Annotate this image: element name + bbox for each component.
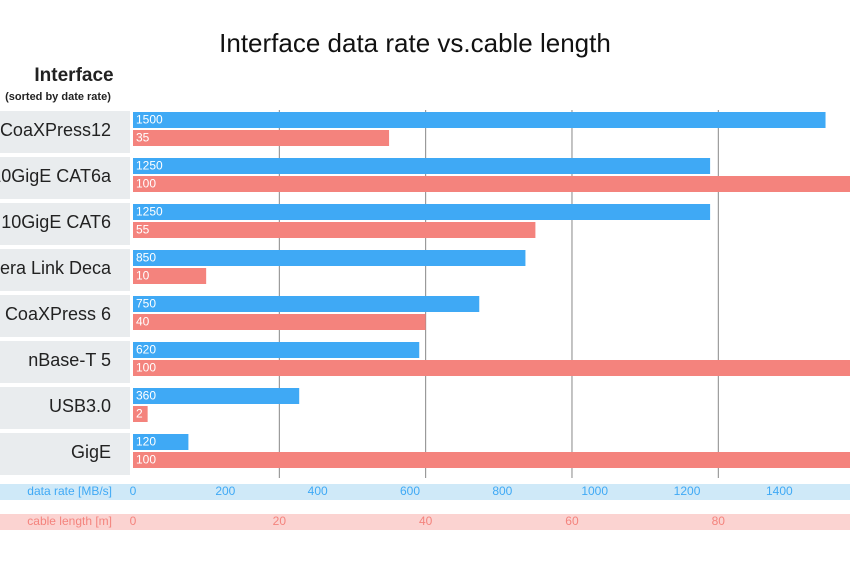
y-tick-label: GigE xyxy=(71,442,111,462)
x2-tick-label: 80 xyxy=(712,514,726,528)
bar xyxy=(133,268,207,284)
category-box xyxy=(0,295,130,337)
bar xyxy=(133,158,711,174)
value-label: 120 xyxy=(136,435,156,449)
y-tick-label: CoaXPress12 xyxy=(0,120,111,140)
category-box xyxy=(0,387,130,429)
x-tick-label: 200 xyxy=(215,484,235,498)
bar xyxy=(133,434,189,450)
value-label: 55 xyxy=(136,223,150,237)
value-label: 40 xyxy=(136,315,150,329)
x-tick-label: 1400 xyxy=(766,484,793,498)
x-tick-label: 400 xyxy=(308,484,328,498)
category-box xyxy=(0,111,130,153)
x2-tick-label: 0 xyxy=(130,514,137,528)
y-tick-label: nBase-T 5 xyxy=(28,350,111,370)
category-box xyxy=(0,433,130,475)
value-label: 100 xyxy=(136,177,156,191)
x2-axis-band xyxy=(0,514,850,530)
y-tick-label: CoaXPress 6 xyxy=(5,304,111,324)
bar xyxy=(133,130,390,146)
bar xyxy=(133,176,850,192)
value-label: 360 xyxy=(136,389,156,403)
bar xyxy=(133,314,426,330)
y-axis-label: Interface xyxy=(34,65,113,86)
x-tick-label: 1000 xyxy=(581,484,608,498)
bar xyxy=(133,250,526,266)
bar xyxy=(133,222,536,238)
value-label: 1250 xyxy=(136,159,163,173)
x-axis-band xyxy=(0,484,850,500)
value-label: 850 xyxy=(136,251,156,265)
bar xyxy=(133,342,420,358)
category-box xyxy=(0,203,130,245)
x-tick-label: 600 xyxy=(400,484,420,498)
value-label: 100 xyxy=(136,361,156,375)
value-label: 1250 xyxy=(136,205,163,219)
bar xyxy=(133,452,850,468)
bar xyxy=(133,204,711,220)
y-tick-label: Camera Link Deca xyxy=(0,258,112,278)
bar xyxy=(133,296,480,312)
value-label: 10 xyxy=(136,269,150,283)
y-tick-label: 10GigE CAT6a xyxy=(0,166,112,186)
chart-title: Interface data rate vs.cable length xyxy=(219,28,611,58)
x2-tick-label: 40 xyxy=(419,514,433,528)
bar xyxy=(133,388,300,404)
x-tick-label: 1200 xyxy=(674,484,701,498)
bar xyxy=(133,360,850,376)
bar xyxy=(133,406,148,422)
bar xyxy=(133,112,826,128)
x-axis-label: data rate [MB/s] xyxy=(27,484,112,498)
x2-tick-label: 60 xyxy=(565,514,579,528)
x-tick-label: 0 xyxy=(130,484,137,498)
value-label: 1500 xyxy=(136,113,163,127)
y-tick-label: USB3.0 xyxy=(49,396,111,416)
category-box xyxy=(0,249,130,291)
y-tick-label: 10GigE CAT6 xyxy=(1,212,111,232)
value-label: 35 xyxy=(136,131,150,145)
x-tick-label: 800 xyxy=(492,484,512,498)
value-label: 620 xyxy=(136,343,156,357)
value-label: 100 xyxy=(136,453,156,467)
x2-tick-label: 20 xyxy=(273,514,287,528)
x2-axis-label: cable length [m] xyxy=(27,514,112,528)
category-box xyxy=(0,157,130,199)
value-label: 750 xyxy=(136,297,156,311)
y-axis-note: (sorted by date rate) xyxy=(5,91,111,103)
value-label: 2 xyxy=(136,407,143,421)
category-box xyxy=(0,341,130,383)
